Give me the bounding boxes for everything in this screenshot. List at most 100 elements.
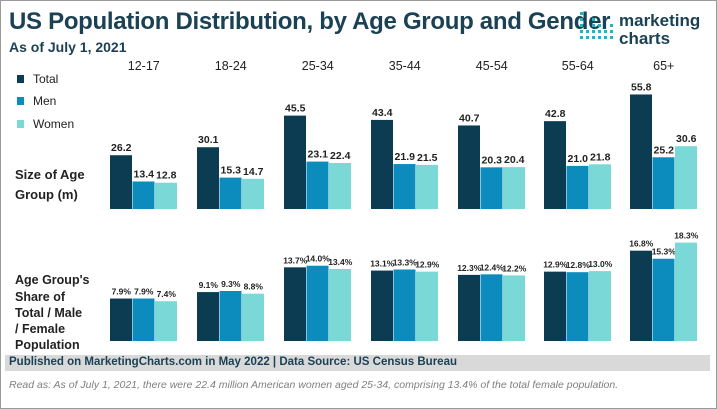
data-label: 21.0 (568, 153, 589, 165)
bar (242, 293, 264, 341)
bar (589, 271, 611, 341)
legend-swatch (17, 97, 24, 105)
data-label: 45.5 (285, 103, 306, 115)
bar (630, 250, 652, 341)
data-label: 26.2 (111, 142, 132, 154)
data-label: 9.1% (199, 280, 219, 290)
logo-line-1: marketing (619, 11, 701, 30)
category-label: 45-54 (476, 59, 508, 73)
category-label: 25-34 (302, 59, 334, 73)
bar (675, 242, 697, 341)
data-label: 14.0% (306, 254, 331, 264)
category-label: 65+ (653, 59, 674, 73)
data-label: 21.8 (590, 151, 611, 163)
footer-bar: Published on MarketingCharts.com in May … (5, 355, 710, 371)
bar (132, 298, 155, 341)
bar (110, 298, 132, 341)
chart-subtitle: As of July 1, 2021 (9, 39, 127, 55)
bar (306, 161, 329, 209)
legend-swatch (17, 120, 24, 128)
marketing-charts-logo: marketing charts (579, 11, 709, 51)
bar (155, 182, 177, 209)
bar (566, 272, 589, 341)
bar (393, 164, 416, 209)
bar (371, 270, 393, 341)
bar (132, 181, 155, 209)
bar (480, 274, 503, 341)
data-label: 12.8% (566, 260, 591, 270)
category-label: 18-24 (215, 59, 247, 73)
data-label: 40.7 (459, 112, 480, 124)
data-label: 15.3% (652, 247, 677, 257)
data-label: 21.9 (395, 151, 416, 163)
source-note: Published on MarketingCharts.com in May … (9, 356, 458, 368)
row-label-line: / Female (15, 322, 65, 336)
data-label: 12.8 (156, 170, 177, 182)
bar (589, 164, 611, 209)
row-label-line: Size of Age (15, 167, 85, 182)
data-label: 12.9% (543, 260, 568, 270)
data-label: 43.4 (372, 107, 393, 119)
data-label: 13.0% (588, 259, 613, 269)
bar (371, 119, 393, 209)
bar (329, 268, 351, 341)
row-label-line: Total / Male (15, 306, 82, 320)
bar (242, 178, 264, 209)
bar (219, 291, 242, 341)
bar (566, 165, 589, 209)
legend-swatch (17, 75, 24, 83)
data-label: 13.1% (370, 259, 395, 269)
logo-text: marketing charts (619, 12, 700, 48)
data-label: 7.9% (134, 287, 154, 297)
bar (197, 147, 219, 209)
bar (544, 271, 566, 341)
logo-line-2: charts (619, 29, 671, 48)
data-label: 30.6 (676, 133, 697, 145)
bar (393, 269, 416, 341)
category-label: 55-64 (562, 59, 594, 73)
bar (110, 155, 132, 209)
bar (306, 265, 329, 341)
bar (458, 274, 480, 341)
row-label-line: Share of (15, 290, 66, 304)
data-label: 8.8% (244, 282, 264, 292)
legend-label: Men (33, 94, 56, 108)
data-label: 13.3% (393, 257, 418, 267)
bar (675, 146, 697, 209)
data-label: 22.4 (330, 150, 351, 162)
data-label: 13.4% (328, 257, 353, 267)
bar (458, 125, 480, 209)
legend-label: Total (33, 72, 58, 86)
bar (155, 301, 177, 341)
data-label: 20.4 (504, 154, 525, 166)
bar (219, 177, 242, 209)
data-label: 12.2% (502, 263, 527, 273)
data-label: 16.8% (629, 239, 654, 249)
bar (329, 163, 351, 209)
data-label: 12.4% (480, 262, 505, 272)
row-label-line: Age Group's (15, 273, 90, 287)
bar (284, 267, 306, 341)
bar (284, 115, 306, 209)
data-label: 42.8 (545, 108, 566, 120)
data-label: 12.9% (415, 260, 440, 270)
bar (416, 164, 438, 209)
bar (416, 271, 438, 341)
data-label: 13.7% (283, 255, 308, 265)
bar (652, 258, 675, 341)
data-label: 7.4% (157, 289, 177, 299)
bar-chart: 12-17 18-24 25-34 35-44 45-54 55-64 65+ Total Me… (15, 59, 699, 352)
row-label-line: Group (m) (15, 187, 78, 202)
logo-dots-icon (580, 12, 613, 39)
category-label: 35-44 (389, 59, 421, 73)
bar (503, 275, 525, 341)
data-label: 18.3% (674, 231, 699, 241)
data-label: 12.3% (457, 263, 482, 273)
data-label: 20.3 (482, 154, 503, 166)
bar (503, 167, 525, 209)
data-label: 7.9% (112, 287, 132, 297)
data-label: 25.2 (654, 144, 675, 156)
data-label: 9.3% (221, 279, 241, 289)
bar (480, 167, 503, 209)
read-as-note: Read as: As of July 1, 2021, there were … (9, 379, 619, 391)
